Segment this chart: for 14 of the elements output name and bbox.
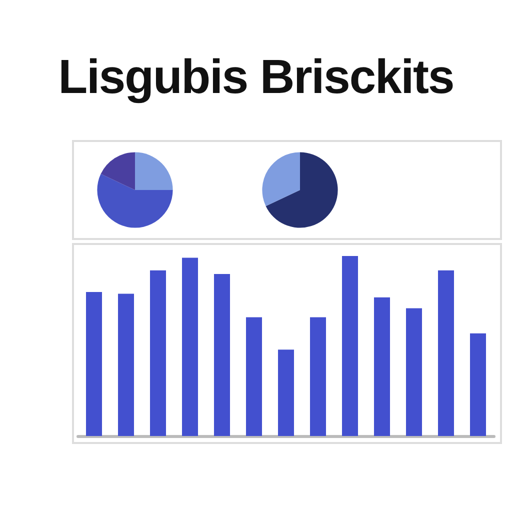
bar	[118, 294, 134, 436]
bar	[182, 258, 198, 436]
bar	[278, 350, 294, 436]
bar	[438, 270, 454, 436]
bar	[246, 317, 262, 436]
bar	[214, 274, 230, 436]
chart-title: Lisgubis Brisckits	[57, 50, 455, 105]
bar	[150, 270, 166, 436]
bar	[310, 317, 326, 436]
bar	[342, 256, 358, 436]
bar	[406, 308, 422, 436]
bar	[86, 292, 102, 436]
bar	[470, 333, 486, 436]
bar	[374, 297, 390, 436]
